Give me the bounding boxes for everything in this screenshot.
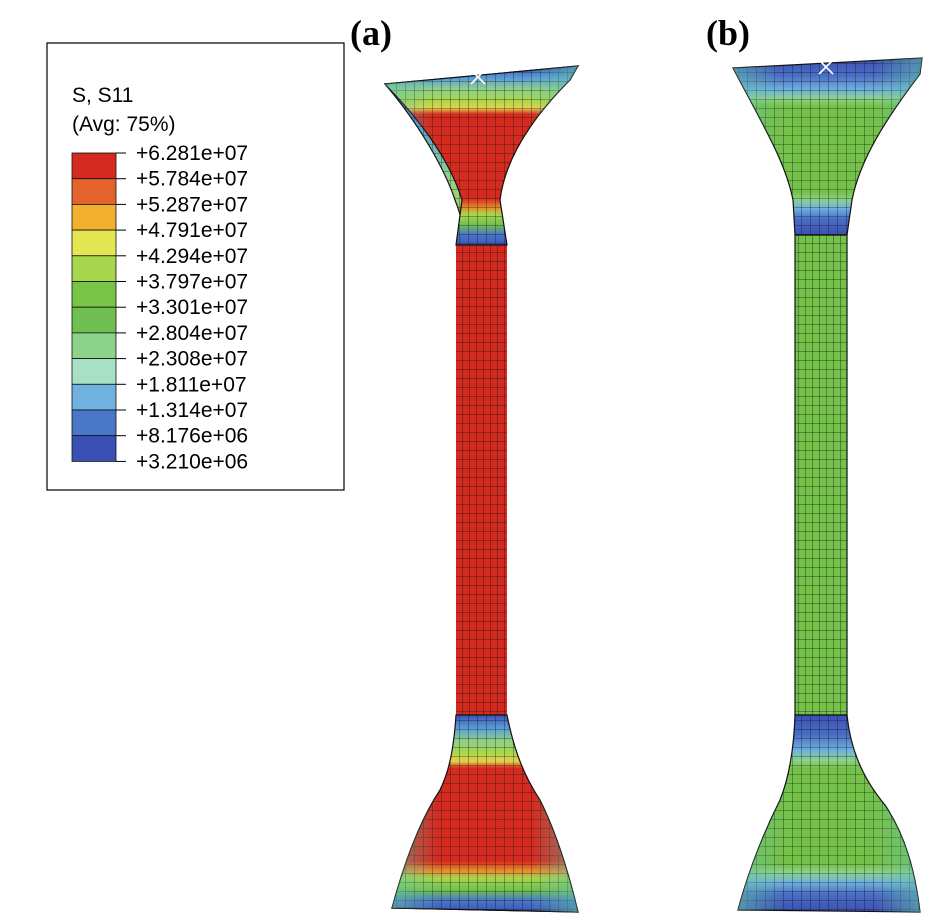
legend-swatch [71,178,117,205]
legend-swatch [71,332,117,359]
specimen-b-neck-mesh [795,235,847,715]
legend-swatches [71,152,117,462]
legend-value-label: +4.294e+07 [136,245,248,268]
legend-value-label: +1.314e+07 [136,399,248,422]
legend-value-label: +1.811e+07 [136,373,247,396]
panel-b-label: (b) [706,13,750,53]
legend-swatch [71,152,117,180]
legend-value-label: +5.784e+07 [136,168,248,191]
legend-value-label: +3.210e+06 [136,450,248,473]
legend-value-label: +8.176e+06 [136,425,248,448]
legend-value-label: +2.804e+07 [136,322,248,345]
legend-swatch [71,409,117,437]
legend-value-label: +2.308e+07 [136,348,248,371]
legend-subtitle: (Avg: 75%) [72,113,176,136]
legend-swatch [71,435,117,462]
specimen-b-load-marker [818,59,834,75]
legend-swatch [71,306,117,334]
legend-swatch [71,229,117,257]
specimen-a [383,65,580,913]
legend-value-label: +3.301e+07 [136,296,248,319]
specimen-b [732,57,923,913]
legend-swatch [71,255,117,282]
legend-swatch [71,358,117,385]
legend-swatch [71,203,117,231]
specimen-a-neck-mesh [456,245,507,715]
specimen-a-top-tint [385,66,578,245]
legend-value-label: +3.797e+07 [136,271,248,294]
specimen-b-bottom-tint [738,715,920,912]
legend-value-label: +6.281e+07 [136,142,248,165]
legend: S, S11 (Avg: 75%) +6.281e+07 +5.784e+07+5… [46,42,345,491]
legend-swatch [71,281,117,308]
specimen-a-load-marker [470,69,486,85]
specimen-b-top-tint [733,58,922,235]
legend-values: +6.281e+07 +5.784e+07+5.287e+07 +4.791e+07… [116,142,248,473]
legend-value-label: +4.791e+07 [136,219,248,242]
legend-value-label: +5.287e+07 [136,193,248,216]
panel-a-label: (a) [350,13,392,53]
legend-title: S, S11 [72,84,133,107]
legend-swatch [71,383,117,411]
specimen-a-bottom-tint [392,715,578,912]
